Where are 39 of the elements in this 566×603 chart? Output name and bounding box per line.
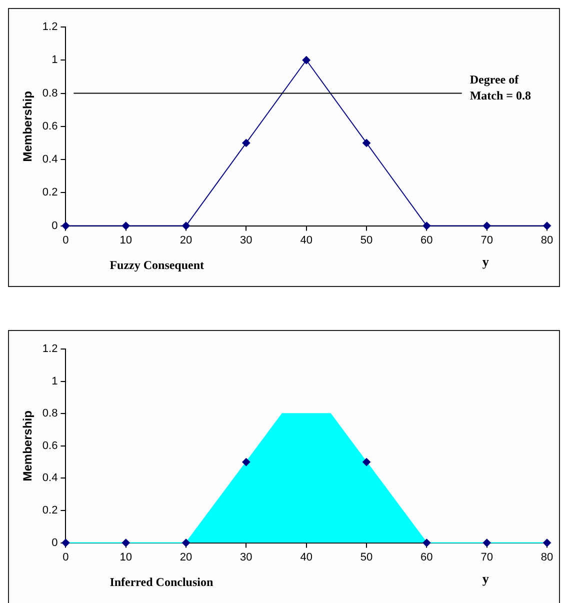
x-tick-label: 60: [420, 551, 433, 564]
y-tick-label: 0.6: [42, 120, 58, 132]
x-tick-label: 50: [360, 234, 373, 246]
x-tick-label: 60: [420, 234, 433, 246]
x-tick-label: 0: [62, 234, 69, 246]
x-tick-label: 70: [480, 551, 493, 564]
x-tick-label: 30: [240, 234, 252, 246]
x-tick-label: 20: [180, 551, 192, 564]
x-axis-title: y: [482, 254, 490, 269]
y-tick-label: 1: [52, 375, 58, 388]
x-tick-label: 80: [540, 234, 554, 246]
y-axis-title: Membership: [20, 410, 35, 482]
y-tick-label: 0.8: [42, 87, 58, 100]
y-tick-label: 1: [52, 54, 58, 66]
x-tick-label: 70: [480, 234, 493, 246]
y-axis-title: Membership: [20, 91, 35, 162]
x-tick-label: 80: [540, 551, 554, 564]
y-tick-label: 1.2: [42, 343, 58, 356]
ref-line-label: Degree of Match = 0.8: [470, 72, 532, 102]
x-tick-label: 10: [120, 234, 132, 246]
y-tick-label: 1.2: [42, 21, 58, 34]
y-tick-label: 0: [52, 536, 58, 549]
y-tick-label: 0.4: [42, 154, 58, 166]
text: Fuzzy Consequent: [110, 258, 204, 272]
x-axis-title: y: [482, 570, 490, 586]
y-tick-label: 0.6: [42, 440, 58, 452]
x-tick-label: 20: [180, 234, 192, 246]
y-tick-label: 0.2: [42, 504, 58, 517]
x-tick-label: 40: [300, 234, 312, 246]
text: Inferred Conclusion: [110, 575, 214, 590]
x-tick-label: 0: [62, 551, 69, 564]
x-tick-label: 50: [360, 551, 373, 564]
y-tick-label: 0.8: [42, 408, 58, 420]
y-tick-label: 0: [52, 220, 58, 232]
y-tick-label: 0.2: [42, 186, 58, 199]
x-tick-label: 30: [240, 551, 252, 564]
y-tick-label: 0.4: [42, 472, 58, 484]
x-tick-label: 40: [300, 551, 312, 564]
x-tick-label: 10: [120, 551, 132, 564]
